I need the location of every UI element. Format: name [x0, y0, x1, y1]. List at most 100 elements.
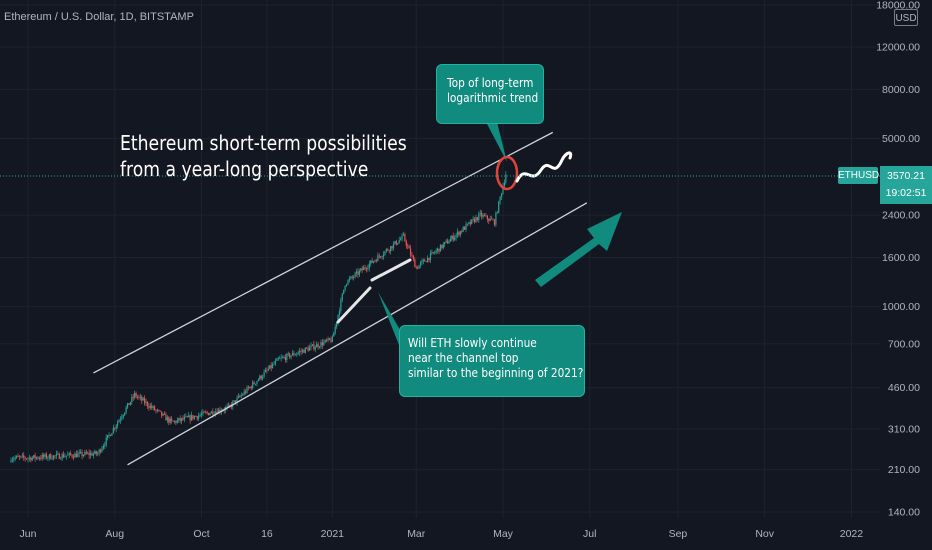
candle-body — [118, 420, 120, 423]
x-tick-label: Jun — [20, 528, 37, 540]
channel-lower-line — [127, 202, 588, 466]
last-price-tag: 3570.21 19:02:51 — [880, 166, 932, 204]
candle-body — [72, 456, 75, 458]
candle-body — [182, 418, 184, 420]
candle-body — [476, 217, 479, 220]
candle-body — [264, 370, 267, 373]
candle-body — [173, 421, 176, 422]
candle-body — [70, 452, 72, 455]
candle-body — [435, 250, 437, 253]
candle-body — [351, 276, 353, 278]
candle-body — [71, 454, 73, 457]
candle-body — [323, 342, 325, 346]
candle-body — [469, 222, 471, 225]
candle-body — [375, 260, 378, 262]
candle-body — [324, 339, 326, 343]
candle-body — [153, 406, 156, 411]
candle-body — [365, 268, 368, 270]
candle-body — [281, 357, 284, 359]
projection-squiggle — [515, 151, 573, 183]
candle-body — [439, 244, 442, 252]
candle-body — [45, 454, 48, 459]
x-tick-label: Jul — [583, 528, 596, 540]
candle-body — [336, 322, 338, 327]
candle-body — [80, 451, 82, 453]
currency-label[interactable]: USD — [894, 9, 918, 26]
time-axis: Jun Aug Oct 16 2021 Mar May Jul Sep Nov 2022 — [20, 528, 864, 540]
candle-body — [326, 339, 328, 341]
candle-body — [344, 285, 346, 290]
candle-body — [210, 411, 213, 414]
candle-body — [377, 255, 379, 262]
candle-body — [109, 434, 112, 436]
candle-body — [176, 420, 178, 423]
candle-body — [293, 352, 295, 356]
candle-body — [10, 460, 12, 462]
candle-body — [345, 284, 348, 286]
candle-body — [459, 231, 461, 236]
candle-body — [89, 453, 92, 456]
candle-body — [355, 271, 358, 274]
candle-body — [273, 363, 275, 365]
candle-body — [175, 421, 177, 423]
candle-body — [503, 182, 506, 187]
candle-body — [296, 353, 298, 355]
candle-body — [404, 234, 406, 241]
candle-body — [162, 413, 164, 416]
candle-body — [385, 249, 387, 252]
candle-body — [417, 267, 419, 269]
candle-body — [338, 311, 341, 315]
callout-top-pointer — [486, 122, 507, 162]
candle-body — [358, 270, 360, 275]
candle-body — [233, 400, 235, 402]
candle-body — [152, 406, 154, 408]
callout-top-line-1: Top of long-term — [447, 76, 534, 90]
candle-body — [151, 405, 153, 408]
candle-body — [116, 422, 119, 426]
candle-body — [135, 393, 137, 397]
candle-body — [253, 382, 255, 385]
candle-body — [156, 409, 159, 411]
candle-body — [421, 260, 423, 263]
candle-body — [348, 278, 351, 281]
candle-body — [61, 454, 63, 459]
candle-body — [368, 263, 370, 269]
channel-upper-line — [93, 131, 554, 374]
candles — [10, 171, 507, 463]
candle-body — [102, 446, 104, 449]
candle-body — [466, 223, 469, 225]
candle-body — [223, 410, 225, 412]
candle-body — [495, 213, 497, 225]
candle-body — [388, 250, 390, 252]
candle-body — [269, 365, 271, 370]
candle-body — [126, 403, 129, 408]
candle-body — [227, 404, 230, 407]
candle-body — [52, 455, 55, 459]
candle-body — [301, 349, 304, 352]
candle-body — [486, 215, 488, 220]
candle-body — [146, 401, 149, 407]
candle-body — [148, 406, 150, 408]
candle-body — [198, 415, 200, 419]
x-tick-label: Mar — [407, 528, 426, 540]
candle-body — [47, 457, 49, 459]
candle-body — [464, 227, 466, 230]
candle-body — [412, 256, 415, 260]
last-price-value: 3570.21 — [887, 170, 925, 182]
candle-body — [381, 256, 383, 258]
candle-body — [104, 444, 106, 447]
candle-body — [200, 414, 203, 415]
candle-body — [212, 411, 214, 415]
candle-body — [166, 417, 168, 421]
candle-body — [473, 218, 476, 223]
symbol-price-tag: ETHUSD — [838, 167, 879, 184]
candle-body — [246, 387, 248, 393]
candle-body — [35, 457, 38, 459]
y-tick-label: 210.00 — [888, 464, 920, 476]
candle-body — [145, 401, 147, 404]
symbol-title: Ethereum / U.S. Dollar, 1D, BITSTAMP — [4, 11, 194, 23]
candle-body — [190, 415, 193, 421]
candle-body — [378, 255, 380, 257]
candle-body — [98, 449, 100, 454]
